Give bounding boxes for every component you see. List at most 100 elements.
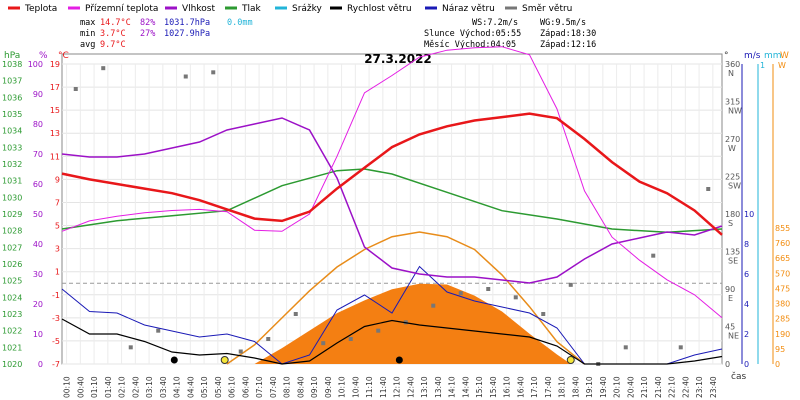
time-tick: 12:10 <box>393 376 402 398</box>
hpa-tick: 1028 <box>2 227 22 236</box>
pct-tick: 70 <box>33 150 43 159</box>
stats-min-temp: 3.7°C <box>100 29 126 39</box>
wind-direction-point <box>183 74 188 79</box>
stats-sun-set: Západ:18:30 <box>540 29 596 39</box>
stats-avg-temp: 9.7°C <box>100 40 126 50</box>
time-tick: 02:10 <box>118 376 127 398</box>
time-tick: 18:10 <box>558 376 567 398</box>
time-label: čas <box>731 371 746 382</box>
legend-label: Srážky <box>292 4 323 14</box>
ms-tick: 0 <box>744 360 749 369</box>
mm-tick: 1 <box>760 61 765 70</box>
dir-tick: 135 <box>725 248 740 257</box>
dir-tick: NE <box>728 332 739 341</box>
time-tick: 13:10 <box>420 376 429 398</box>
time-tick: 10:40 <box>351 376 360 398</box>
wind-direction-point <box>266 337 271 341</box>
c-tick: 3 <box>55 245 60 254</box>
wind-direction-point <box>128 345 133 350</box>
data-marks <box>61 46 723 366</box>
wind-direction-point <box>706 187 711 191</box>
wind-direction-point <box>211 70 216 75</box>
stats-min-hum: 27% <box>140 29 155 39</box>
moonrise-marker <box>170 356 178 364</box>
wind-direction-point <box>513 295 518 300</box>
hpa-tick: 1033 <box>2 143 22 152</box>
wind-speed-line <box>61 318 723 365</box>
time-tick: 05:40 <box>214 376 223 398</box>
w-tick: 0 <box>775 360 780 369</box>
wind-direction-point <box>73 87 78 91</box>
time-tick: 15:10 <box>475 376 484 398</box>
time-tick: 10:10 <box>338 376 347 398</box>
time-tick: 14:10 <box>448 376 457 398</box>
wind-direction-point <box>568 282 573 287</box>
hpa-tick: 1035 <box>2 110 22 119</box>
time-tick: 00:10 <box>63 376 72 398</box>
pct-tick: 100 <box>28 60 43 69</box>
time-tick: 16:40 <box>516 376 525 398</box>
hpa-tick: 1029 <box>2 210 22 219</box>
stats-moon-set: Západ:12:16 <box>540 40 596 50</box>
hpa-tick: 1032 <box>2 160 22 169</box>
theoretical-radiation-line <box>226 231 585 365</box>
hpa-tick: 1037 <box>2 77 22 86</box>
w-tick-top: W <box>778 61 786 70</box>
time-tick: 14:40 <box>461 376 470 398</box>
time-tick: 23:10 <box>695 376 704 398</box>
w-tick: 760 <box>775 239 790 248</box>
legend: Teplota Přízemní teplota Vlhkost Tlak Sr… <box>8 4 572 14</box>
c-tick: 7 <box>55 198 60 207</box>
stats-max-press: 1031.7hPa <box>164 18 210 28</box>
time-tick: 22:40 <box>681 376 690 398</box>
c-tick: -7 <box>52 360 60 369</box>
stats-avg-label: avg <box>80 40 95 50</box>
pct-tick: 0 <box>38 360 43 369</box>
c-unit: °C <box>58 51 69 61</box>
dir-tick: N <box>728 69 734 78</box>
chart-title: 27.3.2022 <box>364 52 432 66</box>
hpa-tick: 1024 <box>2 293 22 302</box>
time-tick: 20:40 <box>626 376 635 398</box>
time-tick: 16:10 <box>503 376 512 398</box>
c-tick: 5 <box>55 222 60 231</box>
time-tick: 08:10 <box>283 376 292 398</box>
sunrise-marker <box>220 356 229 364</box>
wind-direction-point <box>156 328 161 333</box>
pct-tick: 40 <box>33 240 43 249</box>
hpa-tick: 1026 <box>2 260 22 269</box>
c-tick: -5 <box>52 337 60 346</box>
wind-direction-point <box>431 303 436 308</box>
time-tick: 21:40 <box>654 376 663 398</box>
time-tick: 11:10 <box>365 376 374 398</box>
stats-wg: WG:9.5m/s <box>540 18 586 28</box>
w-tick: 380 <box>775 300 790 309</box>
dir-tick: W <box>728 144 736 153</box>
dir-tick: 315 <box>725 98 740 107</box>
ground-temperature-line <box>61 46 723 319</box>
stats-moon-rise: Měsíc Východ:04:05 <box>424 40 516 50</box>
legend-label: Tlak <box>241 4 262 14</box>
time-tick: 19:40 <box>599 376 608 398</box>
ms-unit: m/s <box>744 51 761 61</box>
time-tick: 22:10 <box>668 376 677 398</box>
stats-max-label: max <box>80 18 95 28</box>
ms-tick: 4 <box>744 300 749 309</box>
pressure-line <box>61 168 723 234</box>
tick-labels: 1038103710361035103410331032103110301029… <box>2 60 790 398</box>
legend-label: Přízemní teplota <box>85 4 158 14</box>
wind-direction-point <box>486 287 491 291</box>
wind-direction-point <box>678 345 683 350</box>
mm-unit: mm <box>764 51 782 61</box>
c-tick: 15 <box>50 106 60 115</box>
stats-min-label: min <box>80 29 95 39</box>
axis-units: hPa % °C ° m/s mm W čas <box>4 51 789 382</box>
time-tick: 12:40 <box>406 376 415 398</box>
dir-tick: E <box>728 294 733 303</box>
wind-direction-point <box>101 66 106 71</box>
w-tick: 285 <box>775 315 790 324</box>
pct-tick: 90 <box>33 90 43 99</box>
w-tick: 190 <box>775 330 790 339</box>
time-tick: 17:10 <box>530 376 539 398</box>
time-tick: 04:10 <box>173 376 182 398</box>
